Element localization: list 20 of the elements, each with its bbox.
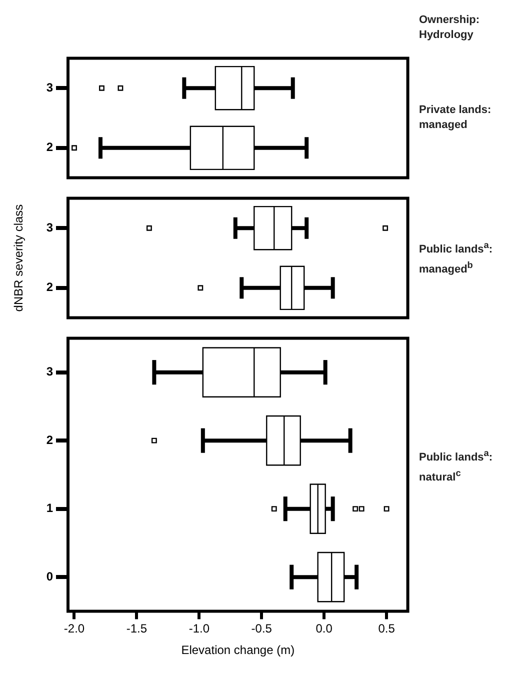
y-tick-label: 3 xyxy=(46,80,54,94)
x-tick-label: -2.0 xyxy=(64,622,85,636)
x-tick-label: 0.0 xyxy=(316,622,333,636)
y-axis-title: dNBR severity class xyxy=(12,204,26,312)
y-tick-label: 2 xyxy=(46,432,54,447)
text: Public lands$^{a}$: managed$^{b}$ xyxy=(419,240,493,276)
text: Private lands: managed xyxy=(419,103,492,133)
y-tick-label: 1 xyxy=(46,501,54,516)
x-tick-label: 0.5 xyxy=(378,622,396,636)
y-tick-label: 0 xyxy=(46,569,54,584)
text: Public lands$^{a}$: natural$^{c}$ xyxy=(419,448,493,484)
y-tick-label: 2 xyxy=(46,280,54,294)
x-tick-label: -1.0 xyxy=(188,622,210,636)
y-tick-label: 3 xyxy=(46,364,54,379)
x-tick-label: -0.5 xyxy=(251,622,272,636)
y-tick-label: 2 xyxy=(46,140,54,154)
y-tick-label: 3 xyxy=(46,220,54,234)
x-tick-label: -1.5 xyxy=(126,622,148,636)
x-axis-title: Elevation change (m) xyxy=(181,643,295,658)
text: Ownership: Hydrology xyxy=(418,13,481,43)
